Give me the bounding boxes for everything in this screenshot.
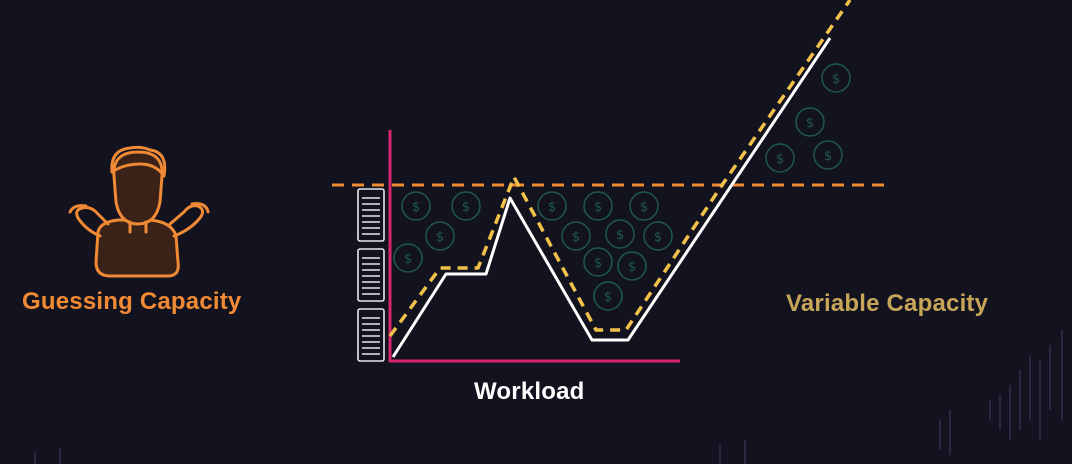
dollar-coin-icon: $ (765, 143, 795, 173)
dollar-coin-icon: $ (593, 281, 623, 311)
coins-group: $ $ $ $ $ $ $ $ $ $ $ $ $ $ $ $ $ (393, 63, 851, 311)
dollar-coin-icon: $ (537, 191, 567, 221)
dollar-coin-icon: $ (605, 219, 635, 249)
dollar-coin-icon: $ (451, 191, 481, 221)
dollar-coin-icon: $ (401, 191, 431, 221)
svg-text:$: $ (548, 200, 556, 215)
dollar-coin-icon: $ (583, 247, 613, 277)
dollar-coin-icon: $ (795, 107, 825, 137)
svg-text:$: $ (824, 149, 832, 164)
svg-text:$: $ (616, 228, 624, 243)
dollar-coin-icon: $ (821, 63, 851, 93)
svg-text:$: $ (404, 252, 412, 267)
svg-text:$: $ (776, 152, 784, 167)
guessing-capacity-label: Guessing Capacity (22, 288, 242, 315)
dollar-coin-icon: $ (617, 251, 647, 281)
dollar-coin-icon: $ (629, 191, 659, 221)
dollar-coin-icon: $ (393, 243, 423, 273)
dollar-coin-icon: $ (561, 221, 591, 251)
background-decoration (34, 330, 1063, 464)
server-rack-icon (357, 188, 385, 242)
svg-text:$: $ (640, 200, 648, 215)
dollar-coin-icon: $ (583, 191, 613, 221)
variable-capacity-line (388, 0, 852, 338)
svg-text:$: $ (806, 116, 814, 131)
axes (388, 130, 680, 363)
variable-capacity-label: Variable Capacity (786, 290, 989, 317)
svg-text:$: $ (832, 72, 840, 87)
svg-text:$: $ (628, 260, 636, 275)
svg-text:$: $ (654, 230, 662, 245)
svg-text:$: $ (412, 200, 420, 215)
svg-text:$: $ (594, 200, 602, 215)
svg-text:$: $ (462, 200, 470, 215)
dollar-coin-icon: $ (425, 221, 455, 251)
server-rack-icon (357, 308, 385, 362)
shrugging-person-icon (68, 145, 210, 278)
svg-text:$: $ (604, 290, 612, 305)
workload-line (391, 37, 832, 358)
dollar-coin-icon: $ (813, 140, 843, 170)
svg-text:$: $ (436, 230, 444, 245)
svg-text:$: $ (572, 230, 580, 245)
workload-axis-label: Workload (474, 378, 585, 405)
dollar-coin-icon: $ (643, 221, 673, 251)
svg-text:$: $ (594, 256, 602, 271)
server-rack-icon (357, 248, 385, 302)
